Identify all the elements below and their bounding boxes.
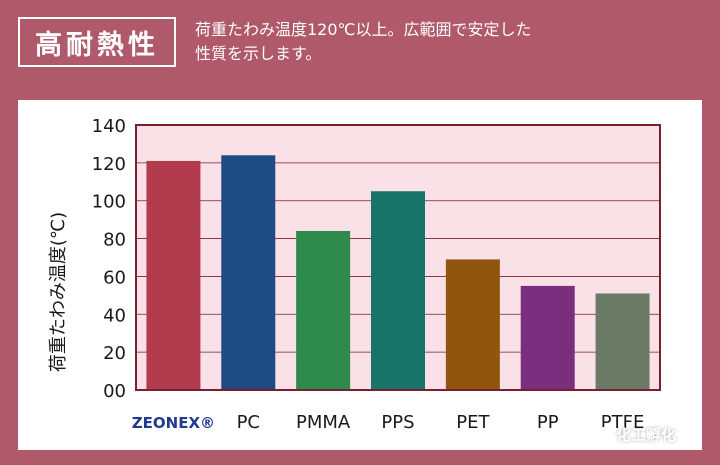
bar — [520, 285, 575, 390]
bar-chart: 00 20 40 60 80 100 120 140 ZEONEX® PC PMMA PPS PET PP… — [92, 116, 661, 433]
bar — [445, 259, 500, 390]
description-line-1: 荷重たわみ温度120℃以上。広範囲で安定した — [195, 20, 532, 39]
wechat-icon — [592, 426, 612, 443]
bar — [595, 293, 650, 390]
x-tick-label: PET — [456, 412, 490, 433]
y-tick-label: 120 — [92, 154, 126, 175]
bar — [371, 191, 425, 390]
bar — [146, 160, 201, 390]
bar — [221, 155, 276, 390]
feature-badge: 高耐熱性 — [18, 17, 176, 67]
watermark: 化工孵化 — [592, 424, 676, 445]
watermark-text: 化工孵化 — [616, 426, 677, 444]
description-line-2: 性質を示します。 — [195, 44, 322, 63]
y-tick-label: 100 — [92, 192, 126, 213]
x-tick-label: ZEONEX® — [132, 414, 215, 432]
y-tick-label: 60 — [103, 267, 126, 288]
plot-border — [135, 124, 661, 391]
y-axis-label: 荷重たわみ温度(℃) — [48, 211, 69, 373]
x-tick-label: PP — [537, 412, 559, 433]
x-tick-label: PPS — [381, 412, 414, 433]
feature-description: 荷重たわみ温度120℃以上。広範囲で安定した 性質を示します。 — [195, 18, 595, 66]
y-tick-label: 40 — [103, 305, 126, 326]
y-tick-label: 80 — [103, 230, 126, 251]
y-tick-label: 20 — [103, 343, 126, 364]
x-tick-label: PC — [237, 412, 260, 433]
x-tick-label: PMMA — [296, 412, 351, 433]
x-tick-label: PTFE — [601, 412, 645, 433]
bar — [296, 231, 351, 390]
y-tick-label: 00 — [103, 381, 126, 402]
y-tick-label: 140 — [92, 116, 126, 137]
chart-panel: 00 20 40 60 80 100 120 140 ZEONEX® PC PMMA PPS PET PP… — [18, 100, 702, 450]
